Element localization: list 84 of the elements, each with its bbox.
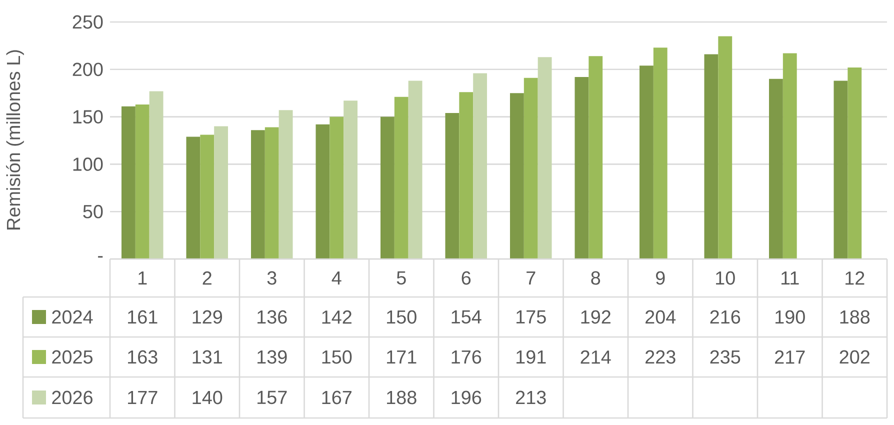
bar (380, 116, 394, 259)
x-tick-label: 12 (846, 271, 864, 285)
bar (473, 73, 488, 259)
bar (264, 127, 279, 259)
data-label: 171 (387, 350, 416, 364)
bar (782, 53, 797, 259)
data-label: 202 (840, 350, 870, 364)
bar (135, 104, 150, 259)
data-label: 223 (646, 350, 676, 364)
bar (200, 134, 214, 259)
bar (394, 96, 408, 259)
data-label: 177 (128, 390, 158, 404)
bar (214, 126, 228, 259)
x-tick-label: 1 (138, 271, 147, 285)
data-label: 139 (258, 350, 287, 364)
bar (588, 56, 603, 259)
data-label: 188 (840, 310, 870, 324)
data-label: 213 (516, 390, 546, 404)
x-tick-label: 5 (396, 271, 406, 285)
x-tick-label: 7 (526, 271, 536, 285)
data-label: 150 (322, 350, 352, 364)
bar (574, 76, 589, 259)
x-tick-label: 3 (267, 271, 276, 285)
bar (653, 48, 668, 259)
x-tick-label: 9 (656, 271, 665, 285)
bar (408, 80, 422, 259)
bar (186, 136, 200, 259)
data-label: 157 (258, 390, 287, 404)
data-label: 131 (192, 350, 222, 364)
y-tick-label: 250 (72, 15, 103, 29)
x-tick-label: 11 (781, 271, 799, 285)
data-label: 129 (192, 310, 222, 324)
y-tick-label: 150 (73, 110, 103, 124)
y-tick-label: 50 (83, 204, 103, 218)
data-label: 188 (387, 390, 416, 404)
bar (538, 57, 552, 259)
data-label: 214 (580, 350, 611, 364)
bar (834, 80, 848, 259)
bar (330, 116, 344, 259)
bar (316, 124, 330, 259)
bar (149, 91, 164, 259)
data-label: 136 (258, 310, 287, 324)
bar (718, 36, 732, 259)
bar (344, 100, 358, 259)
y-tick-label: 200 (72, 62, 103, 76)
bar (640, 66, 654, 259)
data-label: 190 (776, 310, 805, 324)
y-tick-label: - (98, 256, 103, 258)
data-label: 167 (322, 390, 352, 404)
bar (524, 78, 538, 259)
y-axis-title: Remisión (millones L) (6, 50, 24, 230)
bar (510, 93, 524, 259)
x-tick-label: 4 (332, 271, 342, 285)
data-label: 217 (775, 350, 805, 364)
data-label: 163 (128, 350, 158, 364)
legend-label: 2026 (52, 390, 92, 404)
data-label: 175 (516, 310, 546, 324)
bar (278, 110, 293, 259)
data-label: 192 (581, 310, 610, 324)
data-label: 191 (516, 350, 546, 364)
data-label: 154 (452, 310, 482, 324)
bar (250, 130, 265, 259)
bar (848, 68, 862, 259)
data-label: 161 (128, 310, 158, 324)
x-tick-label: 10 (716, 271, 735, 285)
data-label: 204 (646, 310, 676, 324)
data-label: 216 (710, 310, 740, 324)
data-label: 235 (710, 350, 740, 364)
x-tick-label: 6 (462, 271, 471, 285)
x-tick-label: 8 (591, 271, 600, 285)
bar (769, 78, 783, 259)
bar (121, 106, 136, 259)
y-tick-label: 100 (73, 157, 103, 171)
data-label: 196 (452, 390, 482, 404)
bar (459, 92, 474, 259)
legend-label: 2025 (52, 350, 93, 364)
bar (704, 54, 718, 259)
bar (445, 113, 460, 259)
data-label: 140 (192, 390, 222, 404)
legend-label: 2024 (52, 310, 93, 324)
data-label: 150 (387, 310, 416, 324)
data-label: 176 (452, 350, 482, 364)
x-tick-label: 2 (202, 271, 212, 285)
data-label: 142 (322, 310, 352, 324)
